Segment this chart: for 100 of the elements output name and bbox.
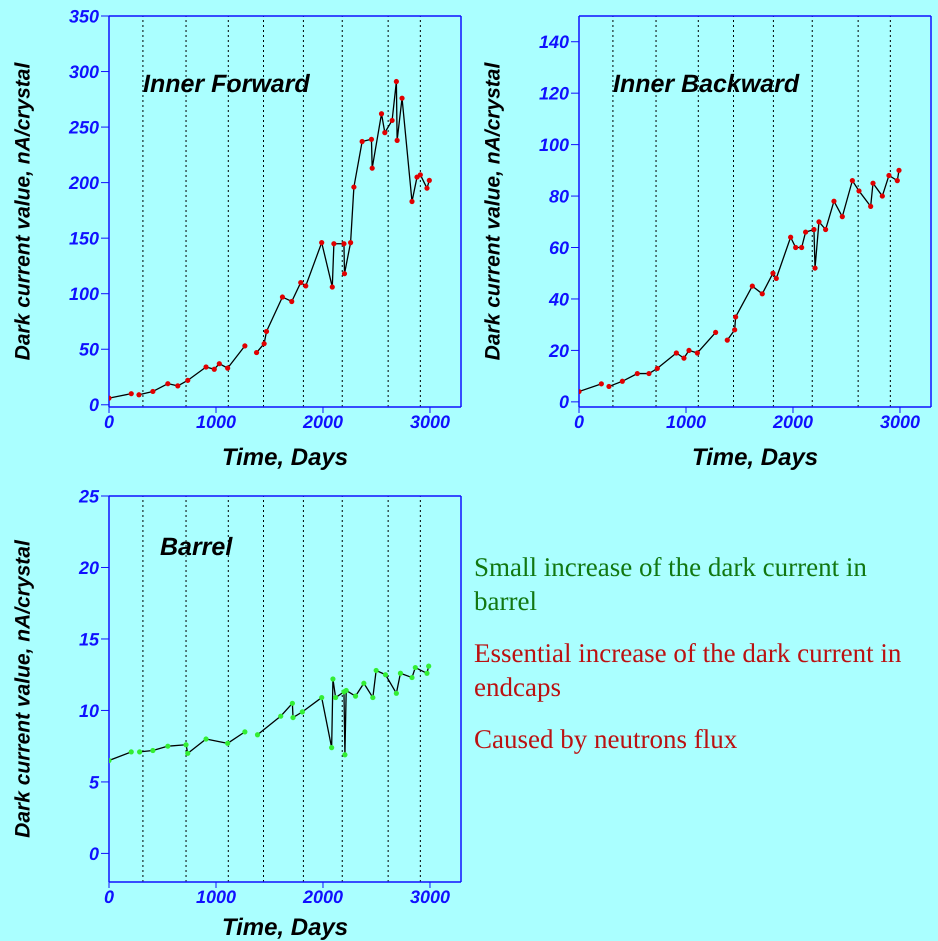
point [426,664,432,669]
point [760,291,765,296]
point [175,383,180,388]
point [185,750,190,756]
x-tick-label: 0 [574,412,584,432]
point [382,130,388,136]
point [598,381,604,386]
point [165,744,170,749]
point [264,328,270,334]
point [816,219,822,224]
point [298,280,304,286]
point [394,138,400,144]
point [409,674,415,680]
point [342,752,348,758]
point [348,240,354,246]
point [352,694,358,699]
y-axis-title: Dark current value, nA/crystal [481,62,504,360]
point [840,214,845,220]
point [225,740,230,746]
point [136,392,142,398]
point [856,188,862,194]
point [799,244,804,250]
point [128,391,134,396]
point [426,178,432,183]
point [724,338,730,343]
y-tick-label: 0 [558,392,569,412]
x-tick-label: 1000 [666,412,706,432]
point [803,229,808,235]
point [409,198,415,204]
point [394,690,399,696]
point [398,670,404,676]
point [880,193,885,199]
x-tick-label: 0 [104,412,114,432]
point [868,204,874,209]
y-tick-label: 25 [78,486,100,506]
point [185,378,190,383]
point [289,298,294,304]
point [694,350,700,356]
point [319,240,324,246]
point [216,361,222,366]
point [733,314,738,320]
y-tick-label: 10 [78,700,99,721]
y-tick-label: 100 [68,284,99,304]
point [329,745,334,750]
point [370,166,375,171]
x-tick-label: 2000 [302,412,344,432]
point [254,350,260,356]
y-tick-label: 300 [68,62,99,82]
point [254,732,260,738]
point [634,370,640,376]
y-tick-label: 350 [68,6,99,26]
point [225,366,230,371]
point [351,184,356,190]
y-tick-label: 5 [88,772,100,792]
point [894,178,900,184]
point [823,226,828,232]
x-tick-label: 2000 [302,886,344,907]
y-tick-label: 200 [68,173,99,194]
point [165,381,170,386]
point [242,343,248,349]
point [793,244,798,250]
point [654,366,660,372]
point [390,118,395,124]
y-tick-label: 80 [548,186,569,206]
x-tick-label: 3000 [880,412,920,432]
point [424,186,430,191]
x-tick-label: 3000 [410,412,450,432]
point [300,709,305,714]
y-tick-label: 40 [548,289,569,310]
point [212,366,217,372]
point [331,241,336,246]
x-tick-label: 1000 [196,886,236,907]
point [290,700,295,706]
y-tick-label: 120 [538,84,569,104]
x-tick-label: 3000 [410,886,450,907]
text: Essential increase of the dark current in endcaps [474,637,902,704]
point [774,276,779,281]
point [341,241,347,246]
point [330,284,335,290]
point [412,664,418,670]
y-tick-label: 250 [68,117,99,138]
point [870,180,876,186]
point [831,198,837,204]
point [342,271,348,276]
y-tick-label: 20 [548,340,569,361]
point [646,370,652,376]
point [812,265,818,271]
x-tick-label: 0 [104,886,114,907]
point [750,284,755,289]
point [896,168,902,173]
point [368,136,374,142]
point [319,694,324,700]
point [183,742,189,748]
y-tick-label: 60 [548,238,569,258]
y-tick-label: 20 [78,558,99,578]
point [262,341,267,346]
text: Barrel [160,533,232,562]
point [303,283,308,289]
point [686,348,692,354]
x-axis-title: Time, Days [222,914,348,941]
